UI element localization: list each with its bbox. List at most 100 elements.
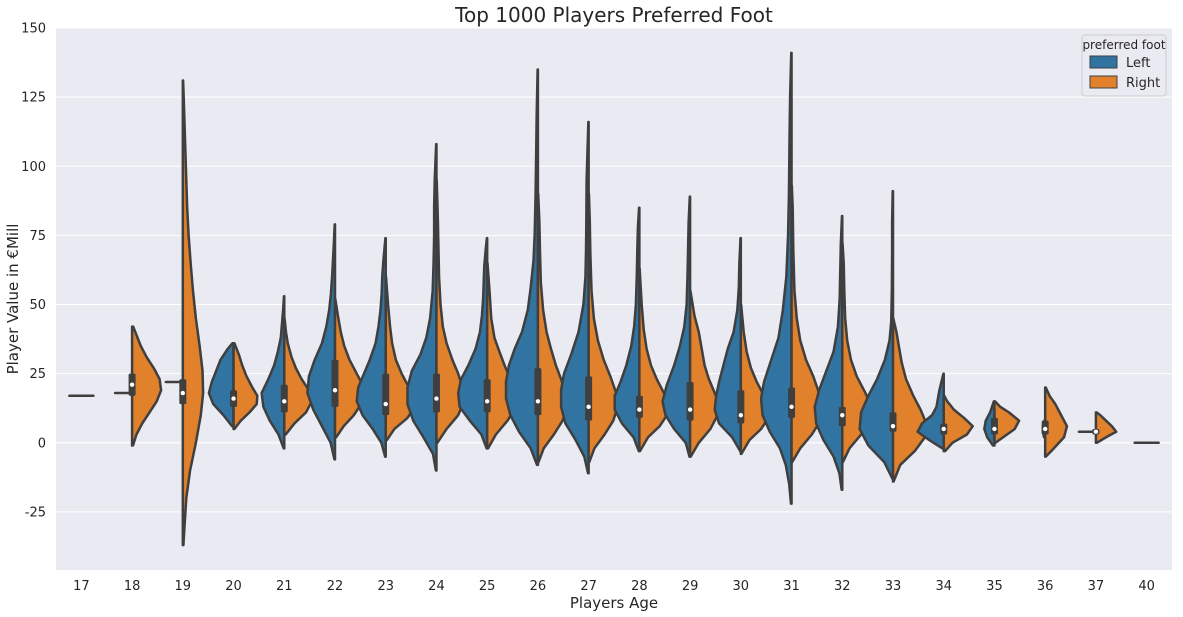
violin-right-37	[1094, 411, 1118, 445]
median-dot-27	[586, 404, 591, 410]
x-tick-label: 30	[733, 579, 750, 594]
x-tick-label: 33	[885, 579, 902, 594]
median-dot-37	[1093, 429, 1099, 434]
violin-right-28	[638, 267, 670, 453]
median-dot-21	[282, 399, 287, 404]
x-tick-label: 31	[783, 579, 800, 594]
violin-right-33	[891, 317, 928, 483]
x-tick-label: 27	[580, 579, 597, 594]
median-dot-34	[941, 426, 946, 432]
box-iqr-26	[534, 368, 542, 416]
violin-right-29	[688, 289, 721, 458]
box-iqr-33	[889, 412, 897, 432]
median-dot-33	[890, 424, 896, 429]
box-iqr-31	[788, 387, 796, 418]
x-tick-label: 32	[834, 579, 851, 594]
median-dot-22	[332, 388, 338, 393]
y-tick-label: 25	[29, 367, 46, 382]
legend-swatch-right	[1089, 75, 1118, 89]
violin-left-27	[559, 120, 590, 475]
y-tick-label: 100	[21, 160, 46, 175]
violin-right-21	[283, 317, 314, 436]
box-iqr-22	[331, 359, 339, 407]
median-dot-28	[637, 407, 642, 412]
violin-right-27	[587, 192, 619, 464]
violin-left-25	[456, 236, 489, 450]
violin-right-31	[790, 184, 824, 464]
y-tick-label: -25	[25, 505, 46, 520]
violin-right-34	[942, 394, 974, 453]
y-tick-label: 150	[21, 22, 46, 37]
violin-right-35	[993, 400, 1021, 445]
violin-left-26	[504, 68, 540, 467]
median-dot-31	[789, 404, 794, 410]
plot-background	[56, 28, 1172, 570]
box-iqr-29	[686, 381, 694, 421]
violin-left-33	[858, 189, 895, 480]
legend-label-left: Left	[1126, 56, 1150, 71]
chart-title: Top 1000 Players Preferred Foot	[454, 3, 773, 27]
box-iqr-25	[483, 379, 491, 413]
violin-left-34	[916, 372, 945, 450]
legend: preferred foot Left Right	[1081, 34, 1167, 97]
y-tick-label: 50	[29, 298, 46, 313]
box-iqr-35	[990, 417, 998, 435]
x-tick-label: 35	[986, 579, 1003, 594]
x-tick-label: 29	[682, 579, 699, 594]
box-iqr-24	[432, 373, 440, 413]
x-axis-title: Players Age	[570, 594, 658, 612]
box-iqr-28	[635, 395, 643, 418]
median-dot-29	[687, 407, 693, 412]
median-dot-30	[738, 412, 744, 418]
x-tick-labels: 17 18 19 20 21 22 23 24 25 26 27 28 29 30 31 32 33 34 35 36…	[73, 579, 1155, 594]
x-tick-label: 25	[479, 579, 496, 594]
y-tick-label: 0	[38, 436, 46, 451]
x-tick-label: 23	[377, 579, 394, 594]
violin-left-31	[759, 51, 793, 505]
x-tick-label: 36	[1037, 579, 1054, 594]
y-tick-label: 125	[21, 91, 46, 106]
median-dot-32	[840, 412, 845, 418]
violin-left-22	[306, 223, 337, 461]
x-tick-label: 34	[935, 579, 952, 594]
median-dot-24	[434, 396, 439, 401]
x-tick-label: 26	[530, 579, 547, 594]
violin-left-28	[613, 206, 641, 453]
x-tick-label: 17	[73, 579, 90, 594]
violin-right-26	[536, 192, 569, 464]
legend-title: preferred foot	[1082, 38, 1165, 52]
violin-right-18	[130, 325, 163, 447]
median-dot-26	[535, 399, 541, 404]
violin-left-24	[406, 142, 438, 472]
legend-swatch-left	[1089, 55, 1118, 69]
x-tick-label: 19	[175, 579, 192, 594]
violin-left-21	[260, 294, 286, 450]
y-tick-labels: -25 0 25 50 75 100 125 150	[21, 22, 46, 521]
violin-right-24	[435, 178, 466, 445]
violin-left-29	[661, 195, 692, 458]
legend-label-right: Right	[1126, 76, 1160, 91]
x-tick-label: 37	[1088, 579, 1105, 594]
violin-left-23	[355, 236, 387, 458]
x-tick-label: 24	[428, 579, 445, 594]
median-dot-23	[383, 401, 388, 407]
x-tick-label: 22	[327, 579, 344, 594]
median-dot-19	[180, 390, 186, 396]
y-tick-label: 75	[29, 229, 46, 244]
y-axis-title: Player Value in €Mill	[4, 224, 22, 375]
x-tick-label: 21	[276, 579, 293, 594]
box-iqr-21	[280, 384, 288, 413]
x-tick-label: 40	[1138, 579, 1155, 594]
x-tick-label: 28	[631, 579, 648, 594]
median-dot-20	[231, 396, 236, 401]
box-iqr-30	[737, 390, 745, 424]
violin-right-20	[232, 341, 259, 431]
median-dot-18	[129, 382, 135, 387]
violin-left-32	[813, 214, 844, 492]
violin-right-36	[1043, 386, 1069, 458]
violin-series	[68, 51, 1160, 547]
violin-right-30	[739, 303, 770, 456]
violin-right-19	[181, 79, 205, 547]
box-iqr-27	[585, 376, 593, 421]
